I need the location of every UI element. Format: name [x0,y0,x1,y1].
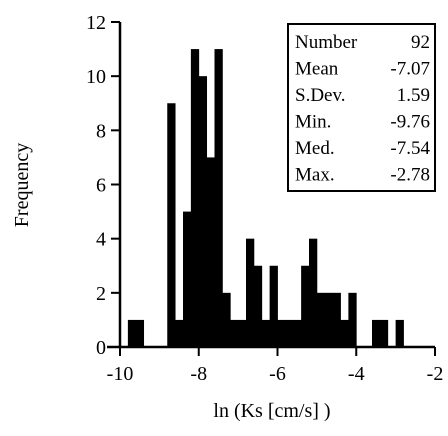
x-tick-label: -8 [190,363,207,385]
histogram-bar [301,265,310,347]
stats-label: Number [295,32,358,53]
histogram-bar [175,319,184,347]
stats-box-frame [287,23,436,192]
histogram-bar [324,292,334,347]
y-ticks: 0 2 4 6 8 10 12 [86,12,120,359]
y-tick-label: 8 [96,120,106,142]
stats-label: Max. [295,165,335,186]
histogram-bar [269,265,278,347]
histogram-bar [332,292,341,347]
histogram-bar [214,49,223,347]
stats-value: 1.59 [397,85,430,106]
histogram-bar [316,292,326,347]
stats-label: Mean [295,59,339,80]
histogram-bar [127,319,137,347]
histogram-bar [222,292,231,347]
histogram-bar [285,319,294,347]
x-tick-label: -2 [427,363,444,385]
histogram-bar [183,211,192,347]
y-tick-label: 0 [96,337,106,359]
histogram-bar [372,319,381,347]
stats-value: -2.78 [390,165,430,186]
histogram-bar [277,319,286,347]
histogram-bar [198,76,208,348]
stats-value: -7.07 [390,59,430,80]
histogram-bars [127,49,404,348]
histogram-bar [395,319,404,347]
x-ticks: -10 -8 -6 -4 -2 [107,347,444,385]
stats-label: Min. [295,112,331,133]
histogram-bar [253,265,263,347]
histogram-bar [238,319,247,347]
histogram-bar [246,238,255,347]
histogram-bar [135,319,145,347]
histogram-bar [190,49,200,347]
stats-label: Med. [295,138,335,159]
histogram-bar [309,238,318,347]
y-tick-label: 4 [96,229,106,251]
stats-value: -9.76 [390,112,430,133]
histogram-bar [379,319,389,347]
x-tick-label: -10 [107,363,134,385]
y-tick-label: 10 [86,66,106,88]
y-tick-label: 2 [96,283,106,305]
x-tick-label: -6 [269,363,286,385]
histogram-bar [206,157,215,347]
histogram-bar [293,319,302,347]
histogram-bar [340,319,349,347]
y-tick-label: 12 [86,12,106,34]
histogram-bar [348,292,357,347]
y-axis-title: Frequency [11,143,33,227]
stats-box: Number 92 Mean -7.07 S.Dev. 1.59 Min. -9.76 Med.… [287,23,436,192]
histogram-bar [167,103,176,347]
histogram-bar [230,319,239,347]
stats-label: S.Dev. [295,85,346,106]
y-tick-label: 6 [96,175,106,197]
x-axis-title: ln (Ks [cm/s] ) [213,400,330,422]
x-tick-label: -4 [348,363,365,385]
stats-value: 92 [411,32,430,53]
stats-value: -7.54 [390,138,430,159]
histogram-bar [261,319,271,347]
